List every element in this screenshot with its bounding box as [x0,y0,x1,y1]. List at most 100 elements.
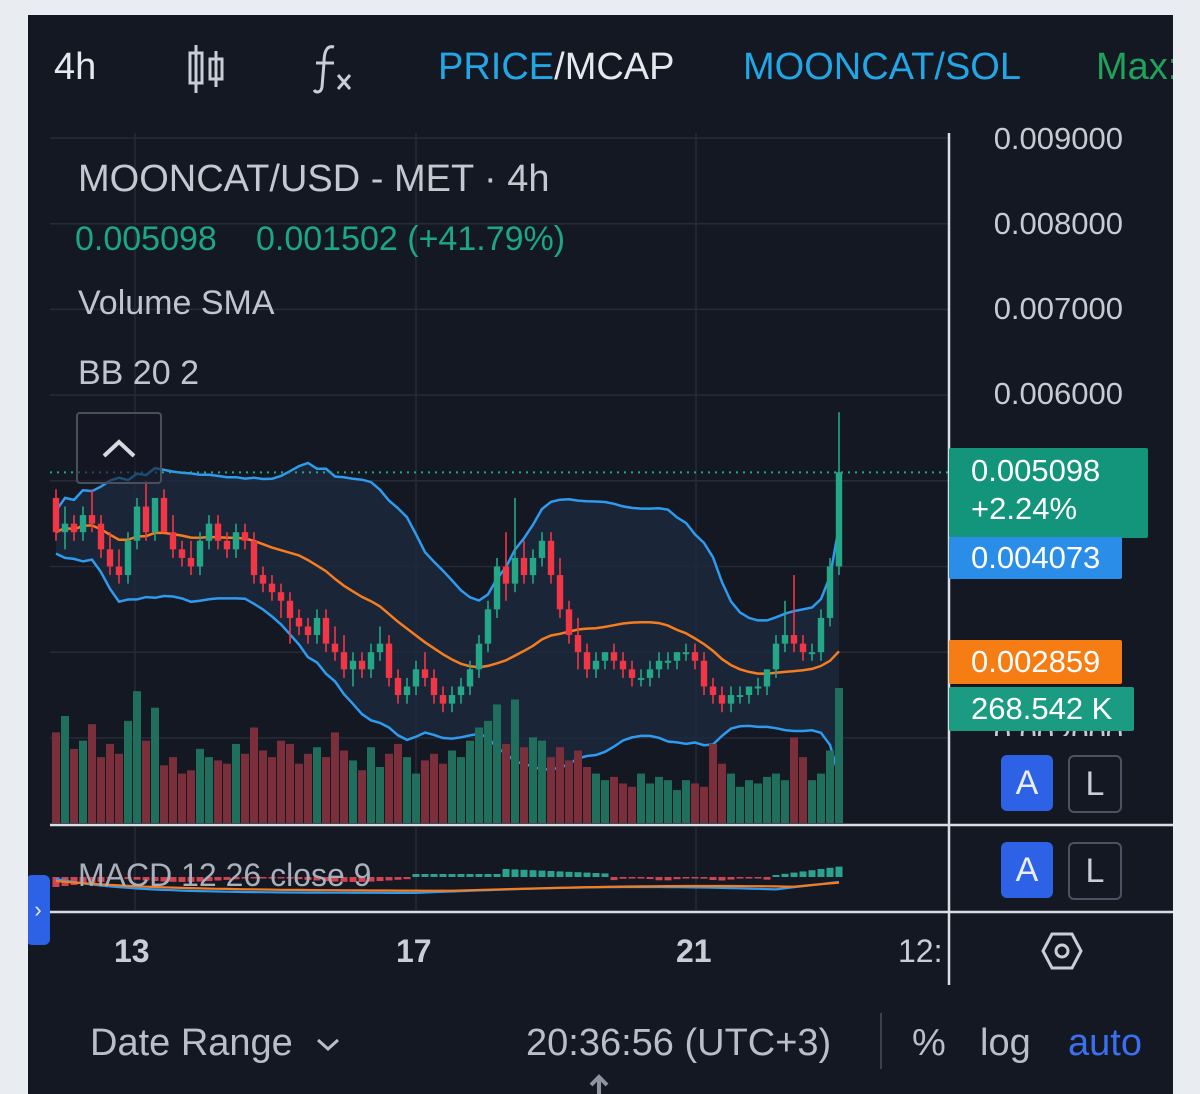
macd-histogram-bar [313,877,321,881]
volume-bar [430,753,438,823]
collapse-legend-button[interactable] [76,412,162,484]
macd-histogram-bar [106,877,114,879]
timezone-clock[interactable]: 20:36:56 (UTC+3) [526,1022,832,1064]
candle-body [619,660,627,670]
volume-bar [106,743,114,823]
macd-log-scale-button[interactable]: L [1068,842,1122,900]
volume-bar [565,760,573,823]
macd-histogram-bar [754,877,762,879]
volume-bar [313,747,321,823]
candle-body [367,652,375,670]
volume-bar [448,750,456,823]
legend-macd[interactable]: MACD 12 26 close 9 [78,857,372,893]
hexagon-settings-icon[interactable] [1041,931,1083,971]
volume-bar [691,783,699,823]
macd-histogram-bar [187,877,195,882]
mcap-option[interactable]: MCAP [564,46,675,88]
volume-bar [727,773,735,823]
auto-scale-button[interactable]: A [1001,755,1053,811]
candlesticks [50,412,948,713]
price-axis-label: 0.009000 [993,121,1123,156]
candle-body [430,677,438,696]
volume-bar [763,776,771,823]
volume-bar [322,757,330,823]
volume-bar [277,740,285,823]
macd-histogram-bar [97,877,105,882]
volume-bar [826,750,834,823]
candle-body [250,540,258,576]
price-option[interactable]: PRICE [438,46,555,88]
chart-canvas[interactable] [28,15,1173,1094]
macd-histogram-bar [628,877,636,879]
log-scale-button[interactable]: L [1068,755,1122,813]
macd-histogram-bar [430,874,438,877]
expand-side-panel-tab[interactable]: › [28,875,50,945]
volume-bar [520,747,528,823]
bb-basis-line [55,524,840,675]
candlestick-icon[interactable] [186,43,226,95]
candle-body [241,532,249,541]
macd-histogram-bar [619,877,627,879]
macd-histogram-bar [808,870,816,877]
macd-auto-scale-button[interactable]: A [1001,842,1053,898]
bb-basis-badge: 0.002859 [949,640,1123,684]
candle-body [565,609,573,636]
volume-bar [682,780,690,823]
max-range-button[interactable]: Max: [1096,46,1173,88]
macd-histogram-bar [817,869,825,877]
arrow-up-icon[interactable] [588,1073,610,1094]
chart-app: 4h PRICE/MCAP MOONCAT/SOL Max: MOONCAT/U… [28,15,1173,1094]
macd-histogram-bar [511,869,519,877]
candle-body [52,497,60,533]
candle-body [205,523,213,541]
candle-body [187,557,195,567]
volume-bar [97,757,105,823]
date-range-button[interactable]: Date Range [90,1020,341,1066]
macd-histogram-bar [727,877,735,880]
legend-price: 0.005098 [75,220,217,258]
macd-histogram-bar [223,877,231,880]
macd-histogram-bar [691,877,699,879]
candle-body [61,523,69,533]
candle-body [223,540,231,550]
volume-bar [745,780,753,823]
fx-icon[interactable] [312,43,356,97]
volume-bar [493,704,501,823]
last-price-change: +2.24% [971,491,1078,526]
macd-histogram-bar [772,875,780,877]
bollinger-bands [54,461,841,777]
auto-scale-toggle[interactable]: auto [1068,1022,1142,1064]
volume-bar [124,720,132,823]
candle-body [475,643,483,670]
macd-histogram-bar [655,877,663,881]
macd-histogram-bar [421,874,429,877]
candle-body [196,540,204,567]
candle-body [736,695,744,698]
macd-histogram-bar [637,877,645,879]
volume-bar [331,732,339,823]
macd-histogram-bar [295,877,303,880]
candle-body [412,669,420,687]
macd-histogram-bar [457,874,465,877]
chart-title: MOONCAT/USD - MET · 4h [78,158,550,200]
macd-histogram-bar [583,872,591,877]
interval-selector[interactable]: 4h [54,46,97,88]
candle-body [349,660,357,670]
legend-bb[interactable]: BB 20 2 [78,354,199,392]
price-mcap-toggle[interactable]: PRICE/MCAP [438,45,675,89]
macd-histogram-bar [394,877,402,880]
pair-selector[interactable]: MOONCAT/SOL [743,46,1021,88]
candle-body [232,532,240,550]
macd-histogram-bar [124,877,132,880]
log-scale-toggle[interactable]: log [980,1022,1031,1064]
volume-bars [52,687,843,823]
candle-body [394,677,402,696]
volume-bar [484,720,492,823]
volume-bar [133,691,141,823]
time-axis-label: 12: [898,933,943,969]
macd-histogram-bar [547,871,555,877]
candle-body [826,566,834,618]
legend-volume-sma[interactable]: Volume SMA [78,284,275,322]
candle-body [745,686,753,696]
percent-scale-toggle[interactable]: % [912,1022,946,1064]
